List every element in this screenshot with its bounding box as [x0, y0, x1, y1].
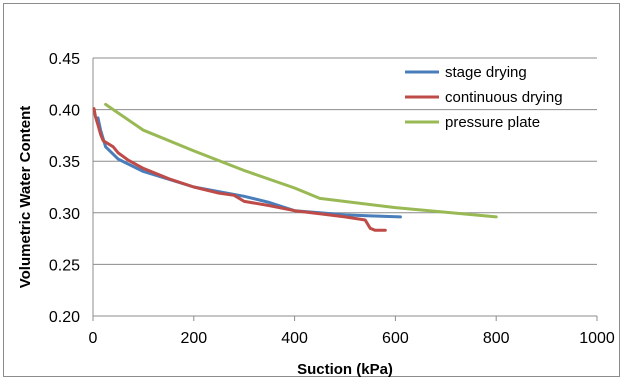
legend-label: pressure plate — [445, 114, 540, 131]
x-tick-label: 800 — [483, 330, 510, 347]
y-tick-label: 0.35 — [49, 154, 80, 171]
y-tick-label: 0.20 — [49, 309, 80, 326]
series-line-stage-drying — [96, 116, 402, 219]
chart-frame — [3, 3, 620, 377]
legend: stage drying continuous drying pressure pl… — [405, 64, 563, 131]
y-tick-labels: 0.20 0.25 0.30 0.35 0.40 0.45 — [49, 51, 80, 326]
x-tick-label: 1000 — [579, 330, 615, 347]
legend-label: stage drying — [445, 64, 527, 81]
y-tick-label: 0.25 — [49, 257, 80, 274]
x-tick-label: 400 — [281, 330, 308, 347]
gridlines — [93, 57, 597, 265]
series-lines — [92, 102, 498, 232]
x-tick-label: 600 — [382, 330, 409, 347]
x-tick-label: 200 — [180, 330, 207, 347]
x-axis-title: Suction (kPa) — [297, 361, 393, 378]
series-line-pressure-plate — [104, 102, 498, 219]
series-line-continuous-drying — [92, 107, 387, 232]
axes — [92, 58, 598, 321]
y-tick-label: 0.45 — [49, 51, 80, 68]
y-tick-label: 0.30 — [49, 206, 80, 223]
legend-label: continuous drying — [445, 89, 563, 106]
x-tick-label: 0 — [89, 330, 98, 347]
y-axis-title: Volumetric Water Content — [17, 106, 34, 289]
y-tick-label: 0.40 — [49, 103, 80, 120]
x-tick-labels: 0 200 400 600 800 1000 — [89, 330, 615, 347]
